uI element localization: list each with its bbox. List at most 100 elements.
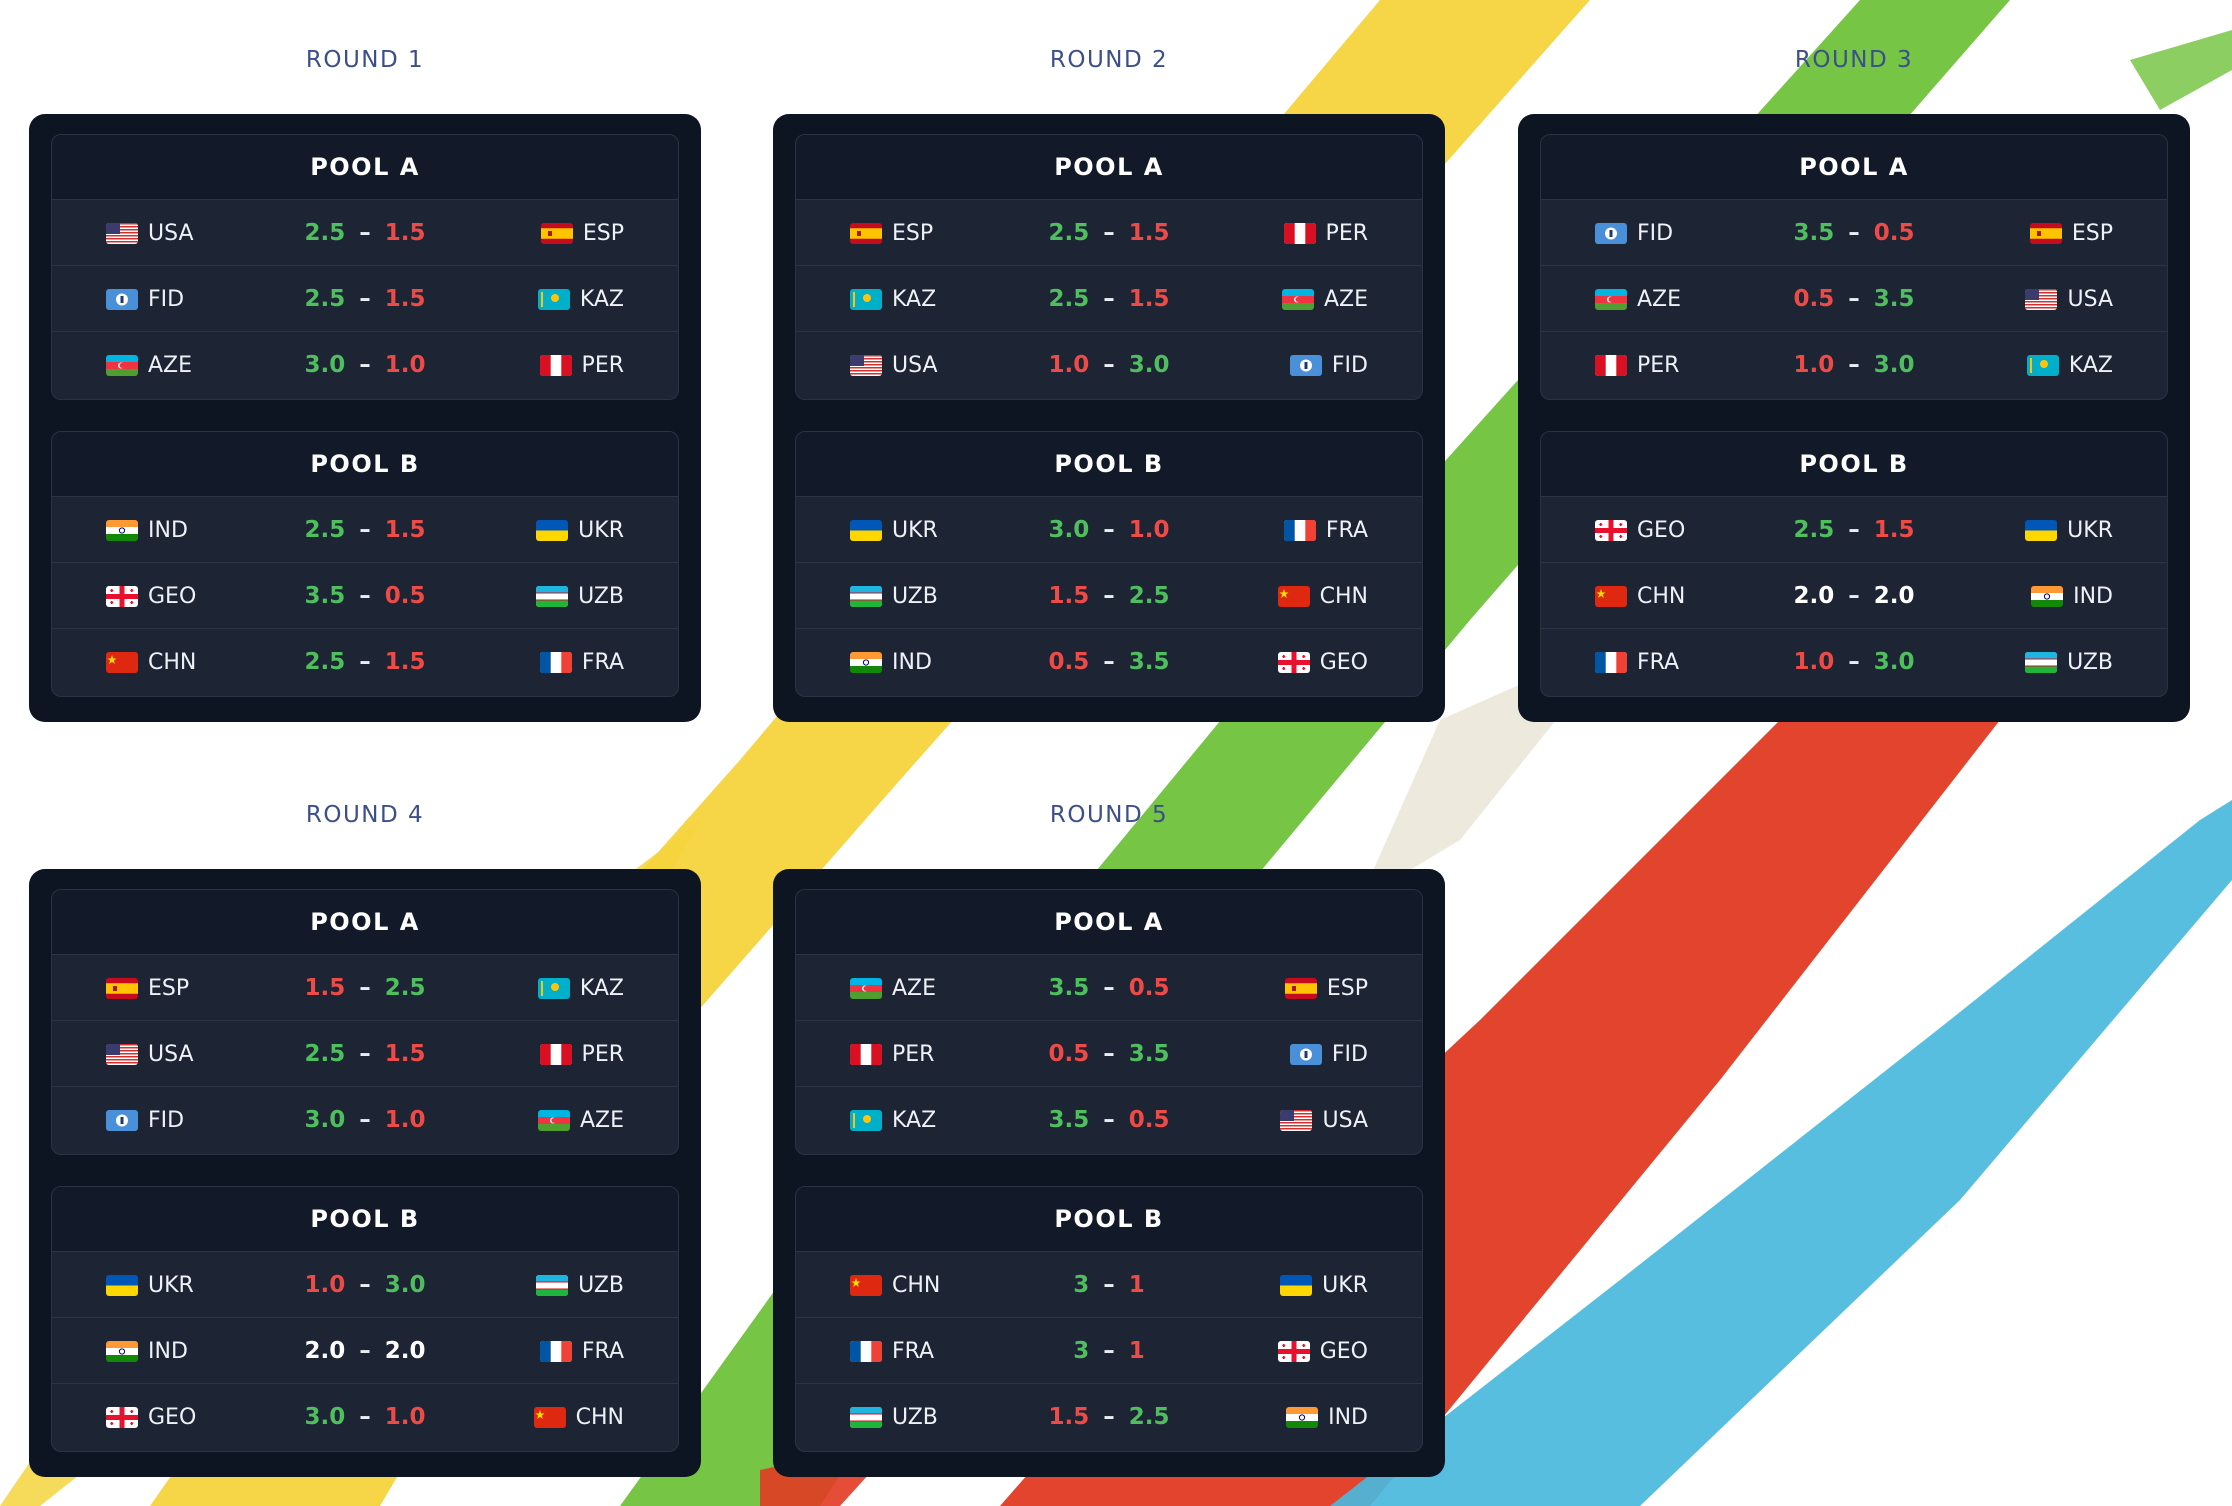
home-score: 1.0	[1793, 649, 1835, 675]
home-team: AZE	[106, 332, 192, 398]
match-row[interactable]: ESP 1.5 – 2.5 KAZ	[52, 954, 678, 1020]
chn-flag-icon	[1277, 585, 1310, 607]
match-row[interactable]: IND 0.5 – 3.5 GEO	[796, 628, 1422, 694]
home-team: UKR	[850, 497, 938, 563]
match-score: 3.0 – 1.0	[305, 1384, 426, 1450]
score-separator: –	[1848, 352, 1860, 378]
score-separator: –	[359, 352, 371, 378]
away-team-code: AZE	[1323, 286, 1368, 312]
ukr-flag-icon	[106, 1274, 138, 1296]
geo-flag-icon	[1277, 651, 1310, 673]
match-row[interactable]: AZE 3.0 – 1.0 PER	[52, 331, 678, 397]
away-team: IND	[1286, 1384, 1368, 1450]
away-team-code: UKR	[2067, 517, 2113, 543]
round-title: ROUND 4	[305, 802, 425, 828]
home-score: 2.0	[304, 1338, 346, 1364]
match-row[interactable]: GEO 2.5 – 1.5 UKR	[1541, 496, 2167, 562]
match-row[interactable]: FRA 3 – 1 GEO	[796, 1317, 1422, 1383]
home-team: GEO	[106, 563, 196, 629]
match-row[interactable]: PER 1.0 – 3.0 KAZ	[1541, 331, 2167, 397]
match-row[interactable]: CHN 2.0 – 2.0 IND	[1541, 562, 2167, 628]
match-score: 1.5 – 2.5	[305, 955, 426, 1021]
match-row[interactable]: KAZ 3.5 – 0.5 USA	[796, 1086, 1422, 1152]
pool-table: POOL B UKR 3.0 – 1.0 FRA UZB	[795, 431, 1423, 697]
match-score: 2.5 – 1.5	[1794, 497, 1915, 563]
uzb-flag-icon	[850, 585, 882, 607]
pool-title: POOL A	[52, 890, 678, 954]
away-team-code: CHN	[1319, 583, 1368, 609]
match-row[interactable]: CHN 3 – 1 UKR	[796, 1251, 1422, 1317]
match-score: 0.5 – 3.5	[1049, 629, 1170, 695]
match-row[interactable]: IND 2.5 – 1.5 UKR	[52, 496, 678, 562]
match-score: 2.5 – 1.5	[305, 266, 426, 332]
away-team-code: USA	[2067, 286, 2113, 312]
match-row[interactable]: GEO 3.5 – 0.5 UZB	[52, 562, 678, 628]
home-score: 2.0	[1793, 583, 1835, 609]
away-score: 1.0	[384, 352, 426, 378]
home-team: KAZ	[850, 1087, 936, 1153]
away-team-code: ESP	[582, 220, 624, 246]
round-title: ROUND 5	[1049, 802, 1169, 828]
away-score: 1.5	[1873, 517, 1915, 543]
match-row[interactable]: UKR 1.0 – 3.0 UZB	[52, 1251, 678, 1317]
esp-flag-icon	[540, 222, 573, 244]
away-team-code: ESP	[1326, 975, 1368, 1001]
match-row[interactable]: ESP 2.5 – 1.5 PER	[796, 199, 1422, 265]
match-score: 3.5 – 0.5	[1049, 955, 1170, 1021]
away-team-code: UKR	[578, 517, 624, 543]
score-separator: –	[1103, 1272, 1115, 1298]
match-row[interactable]: GEO 3.0 – 1.0 CHN	[52, 1383, 678, 1449]
home-score: 0.5	[1048, 1041, 1090, 1067]
ukr-flag-icon	[536, 519, 569, 541]
geo-flag-icon	[106, 1406, 138, 1428]
match-row[interactable]: FID 3.5 – 0.5 ESP	[1541, 199, 2167, 265]
away-score: 1.5	[384, 517, 426, 543]
home-score: 3.0	[304, 1404, 346, 1430]
match-row[interactable]: UZB 1.5 – 2.5 CHN	[796, 562, 1422, 628]
match-score: 2.5 – 1.5	[305, 629, 426, 695]
match-row[interactable]: USA 2.5 – 1.5 ESP	[52, 199, 678, 265]
match-row[interactable]: FRA 1.0 – 3.0 UZB	[1541, 628, 2167, 694]
match-row[interactable]: AZE 0.5 – 3.5 USA	[1541, 265, 2167, 331]
match-row[interactable]: FID 3.0 – 1.0 AZE	[52, 1086, 678, 1152]
score-separator: –	[1103, 649, 1115, 675]
match-score: 3.5 – 0.5	[1049, 1087, 1170, 1153]
fra-flag-icon	[539, 1340, 572, 1362]
home-team-code: KAZ	[892, 1107, 937, 1133]
match-row[interactable]: IND 2.0 – 2.0 FRA	[52, 1317, 678, 1383]
home-team-code: CHN	[1637, 583, 1686, 609]
match-row[interactable]: AZE 3.5 – 0.5 ESP	[796, 954, 1422, 1020]
away-team-code: PER	[581, 1041, 624, 1067]
fid-flag-icon	[106, 288, 138, 310]
score-separator: –	[1103, 583, 1115, 609]
home-team: USA	[850, 332, 938, 398]
per-flag-icon	[1595, 354, 1627, 376]
score-separator: –	[1848, 286, 1860, 312]
esp-flag-icon	[1284, 977, 1317, 999]
away-team-code: FID	[1331, 1041, 1368, 1067]
home-team-code: IND	[892, 649, 932, 675]
pool-title: POOL A	[1541, 135, 2167, 199]
uzb-flag-icon	[2025, 651, 2058, 673]
pool-table: POOL A AZE 3.5 – 0.5 ESP PER	[795, 889, 1423, 1155]
away-team: CHN	[533, 1384, 624, 1450]
match-row[interactable]: KAZ 2.5 – 1.5 AZE	[796, 265, 1422, 331]
match-score: 2.5 – 1.5	[1049, 200, 1170, 266]
match-row[interactable]: USA 2.5 – 1.5 PER	[52, 1020, 678, 1086]
away-team: FRA	[1283, 497, 1368, 563]
match-row[interactable]: CHN 2.5 – 1.5 FRA	[52, 628, 678, 694]
away-team: UZB	[2025, 629, 2113, 695]
match-row[interactable]: UZB 1.5 – 2.5 IND	[796, 1383, 1422, 1449]
match-score: 2.5 – 1.5	[1049, 266, 1170, 332]
match-row[interactable]: PER 0.5 – 3.5 FID	[796, 1020, 1422, 1086]
fid-flag-icon	[1289, 354, 1322, 376]
aze-flag-icon	[537, 1109, 570, 1131]
match-row[interactable]: USA 1.0 – 3.0 FID	[796, 331, 1422, 397]
score-separator: –	[1848, 220, 1860, 246]
home-team-code: AZE	[1637, 286, 1682, 312]
match-row[interactable]: UKR 3.0 – 1.0 FRA	[796, 496, 1422, 562]
away-team: FRA	[539, 1318, 624, 1384]
match-row[interactable]: FID 2.5 – 1.5 KAZ	[52, 265, 678, 331]
away-score: 2.0	[384, 1338, 426, 1364]
home-score: 3.5	[1048, 975, 1090, 1001]
